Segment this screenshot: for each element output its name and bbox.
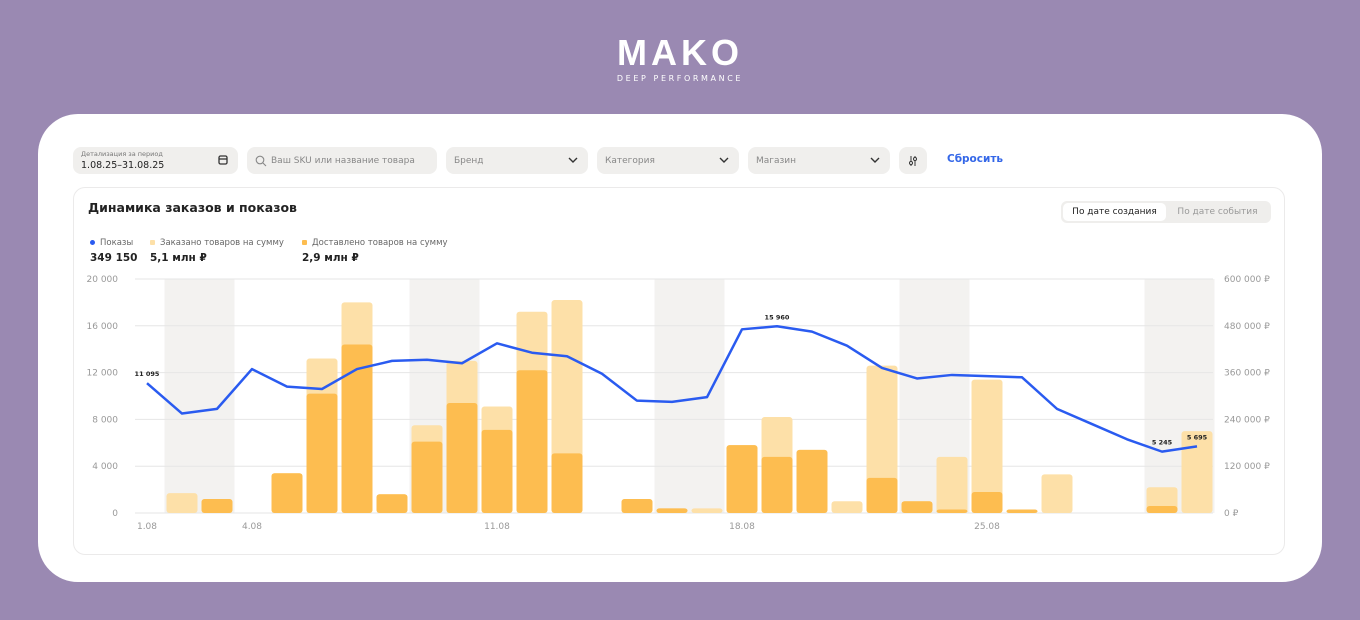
category-select[interactable]: Категория: [597, 147, 739, 174]
legend-label: Заказано товаров на сумму: [160, 238, 284, 248]
shop-select[interactable]: Магазин: [748, 147, 890, 174]
weekend-band: [654, 279, 690, 513]
chevron-down-icon: [568, 157, 578, 163]
x-tick-label: 4.08: [242, 522, 262, 532]
bar-delivered: [656, 508, 688, 513]
y-right-tick-label: 120 000 ₽: [1224, 462, 1270, 472]
brand-label: Бренд: [454, 155, 484, 166]
bar-delivered: [551, 453, 583, 513]
chart-panel: [73, 187, 1285, 555]
chevron-down-icon: [870, 157, 880, 163]
weekend-band: [899, 279, 935, 513]
bar-delivered: [761, 456, 793, 513]
legend-dot: [150, 240, 155, 245]
chevron-down-icon: [719, 157, 729, 163]
period-value: 1.08.25–31.08.25: [81, 160, 165, 171]
bar-delivered: [411, 441, 443, 513]
weekend-band: [1144, 279, 1180, 513]
legend-ordered: Заказано товаров на сумму 5,1 млн ₽: [150, 238, 284, 264]
bar-delivered: [481, 429, 513, 513]
point-label: 15 960: [765, 313, 790, 321]
reset-button[interactable]: Сбросить: [947, 153, 1004, 165]
y-right-tick-label: 600 000 ₽: [1224, 275, 1270, 285]
bar-delivered: [901, 501, 933, 513]
bar-delivered: [726, 445, 758, 513]
legend-value: 5,1 млн ₽: [150, 252, 207, 264]
weekend-band: [164, 279, 200, 513]
views-line: [146, 325, 1198, 453]
brand-select[interactable]: Бренд: [446, 147, 588, 174]
x-tick-label: 25.08: [974, 522, 1000, 532]
tab-by-creation-date[interactable]: По дате создания: [1063, 203, 1166, 221]
bar-delivered: [516, 370, 548, 513]
bar-ordered: [691, 508, 723, 513]
category-label: Категория: [605, 155, 655, 166]
logo-name: MAKO: [617, 32, 743, 73]
period-label: Детализация за период: [81, 150, 163, 158]
bar-delivered: [271, 473, 303, 513]
search-placeholder: Ваш SKU или название товара: [271, 155, 415, 166]
period-picker[interactable]: Детализация за период 1.08.25–31.08.25: [73, 147, 238, 174]
bar-ordered: [1041, 474, 1073, 513]
bar-delivered: [866, 477, 898, 513]
y-left-tick-label: 12 000: [87, 369, 119, 379]
filter-settings-button[interactable]: [899, 147, 927, 174]
bar-delivered: [341, 344, 373, 513]
bar-ordered: [166, 493, 198, 513]
x-tick-label: 11.08: [484, 522, 510, 532]
bar-delivered: [796, 449, 828, 513]
y-right-tick-label: 0 ₽: [1224, 509, 1239, 519]
shop-label: Магазин: [756, 155, 797, 166]
bar-delivered: [971, 491, 1003, 513]
y-left-tick-label: 8 000: [92, 415, 118, 425]
point-label: 11 095: [135, 370, 160, 378]
legend-value: 349 150: [90, 252, 138, 264]
legend-delivered: Доставлено товаров на сумму 2,9 млн ₽: [302, 238, 448, 264]
legend-value: 2,9 млн ₽: [302, 252, 359, 264]
bar-delivered: [376, 494, 408, 513]
bar-ordered: [866, 365, 898, 513]
bar-delivered: [1006, 509, 1038, 513]
y-left-tick-label: 16 000: [87, 322, 119, 332]
legend-label: Доставлено товаров на сумму: [312, 238, 448, 248]
bar-ordered: [936, 456, 968, 513]
bar-ordered: [971, 379, 1003, 513]
legend-label: Показы: [100, 238, 134, 248]
logo-tagline: DEEP PERFORMANCE: [616, 74, 744, 83]
sku-search-input[interactable]: Ваш SKU или название товара: [247, 147, 437, 174]
bar-delivered: [1146, 505, 1178, 513]
bar-ordered: [831, 501, 863, 513]
point-label: 5 695: [1187, 433, 1208, 441]
bar-delivered: [621, 498, 653, 513]
mako-logo: MAKO DEEP PERFORMANCE: [600, 32, 760, 84]
y-right-tick-label: 240 000 ₽: [1224, 415, 1270, 425]
bar-delivered: [446, 403, 478, 513]
date-mode-toggle: По дате создания По дате события: [1061, 201, 1271, 223]
sliders-icon: [909, 155, 917, 166]
x-tick-label: 1.08: [137, 522, 157, 532]
y-right-tick-label: 360 000 ₽: [1224, 369, 1270, 379]
x-tick-label: 18.08: [729, 522, 755, 532]
legend-dot: [302, 240, 307, 245]
point-label: 5 245: [1152, 439, 1173, 447]
calendar-icon: [218, 155, 228, 165]
search-icon: [255, 155, 267, 166]
bar-ordered: [1181, 431, 1213, 513]
legend-dot: [90, 240, 95, 245]
bar-delivered: [201, 498, 233, 513]
y-left-tick-label: 20 000: [87, 275, 119, 285]
tab-by-event-date[interactable]: По дате события: [1177, 207, 1258, 217]
legend-views: Показы 349 150: [90, 238, 138, 264]
y-right-tick-label: 480 000 ₽: [1224, 322, 1270, 332]
y-left-tick-label: 0: [112, 509, 118, 519]
bar-delivered: [306, 393, 338, 513]
y-left-tick-label: 4 000: [92, 462, 118, 472]
chart-title: Динамика заказов и показов: [88, 200, 297, 215]
bar-delivered: [936, 509, 968, 513]
